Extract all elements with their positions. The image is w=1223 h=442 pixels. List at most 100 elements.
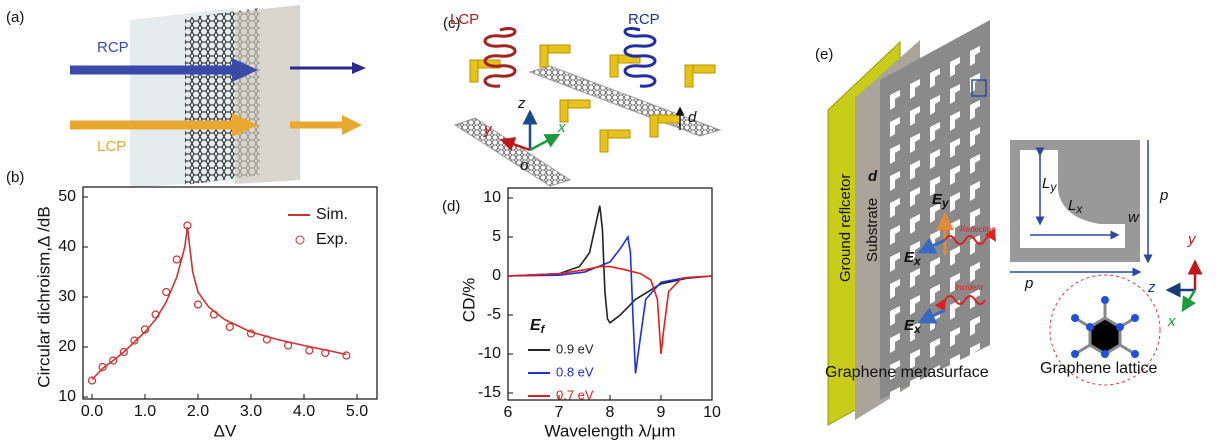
data-point <box>98 362 107 372</box>
gold-u <box>469 44 716 153</box>
main: E <box>904 249 915 266</box>
cell <box>950 165 960 185</box>
cell <box>910 79 920 99</box>
x-tick-label: 0.0 <box>81 403 103 420</box>
cell <box>910 376 920 396</box>
legend-label: 0.7 eV <box>556 387 594 402</box>
cell <box>890 360 900 380</box>
cell <box>930 122 940 142</box>
panel-label: (a) <box>6 9 24 26</box>
caption: Graphene metasurface <box>825 364 989 381</box>
cell <box>890 144 900 164</box>
cell <box>950 300 960 320</box>
sub: y <box>941 196 950 210</box>
lattice-atoms <box>1071 296 1139 358</box>
cell <box>970 127 980 147</box>
dim-label: p <box>1024 275 1033 292</box>
data-point <box>262 335 271 344</box>
sub: x <box>913 254 922 268</box>
panel-c: (c) LCP RCP z y x o d <box>443 11 722 187</box>
cell <box>950 84 960 104</box>
y-axis-title: CD/% <box>459 278 478 322</box>
cell <box>910 322 920 342</box>
cell <box>890 171 900 191</box>
cell <box>970 316 980 336</box>
cell <box>950 138 960 158</box>
axis-y <box>499 137 531 152</box>
y-tick-label: 50 <box>58 188 76 205</box>
field-label: Ex <box>904 317 922 336</box>
field-label: Ex <box>904 249 922 268</box>
cell <box>910 187 920 207</box>
main: E <box>932 191 943 208</box>
y-tick-label: -15 <box>478 384 501 401</box>
x-tick-label: 9 <box>657 404 666 421</box>
rcp-label: RCP <box>628 11 660 28</box>
legend-title: Ef <box>530 317 546 336</box>
l-shape <box>1020 150 1125 248</box>
data-point <box>109 356 118 365</box>
cell <box>930 257 940 277</box>
lattice-zoom <box>1049 274 1161 386</box>
y-tick-label: 30 <box>58 288 76 305</box>
reflection-label: Reflection <box>960 225 996 234</box>
axis-label: x <box>1167 313 1176 330</box>
main: L <box>1068 197 1076 214</box>
rcp-label: RCP <box>97 39 129 56</box>
cell <box>950 57 960 77</box>
panel-label: (c) <box>443 15 461 32</box>
x-tick-label: 6 <box>504 404 513 421</box>
stripe <box>453 117 572 187</box>
y-tick-label: 10 <box>58 388 76 405</box>
field <box>917 237 946 254</box>
cell <box>930 338 940 358</box>
cell <box>890 279 900 299</box>
panel-e: (e) Ground reflcetor Substrate d Ey Refl… <box>815 20 1203 426</box>
sub: x <box>1075 202 1083 216</box>
legend-label: Exp. <box>316 231 348 248</box>
legend-label: Sim. <box>316 206 348 223</box>
cell <box>970 181 980 201</box>
ground-label: Ground reflcetor <box>837 174 854 282</box>
cell <box>930 203 940 223</box>
y-tick-label: -5 <box>487 306 501 323</box>
cell <box>910 106 920 126</box>
data-point <box>305 346 314 355</box>
data-point <box>246 329 256 338</box>
x-axis-title: Wavelength λ/μm <box>544 421 675 440</box>
axis-label: y <box>483 121 493 138</box>
cell <box>930 176 940 196</box>
data-line <box>91 226 347 381</box>
lattice-bonds <box>1074 300 1136 356</box>
data-line <box>507 234 713 374</box>
charts: (b)0.0 1.0 2.0 3.0 4.0 5.01020304050ΔVCircula… <box>6 169 721 441</box>
cell <box>950 354 960 374</box>
sub: f <box>541 324 546 336</box>
cells <box>890 46 980 407</box>
cell <box>910 133 920 153</box>
field-label: Ey <box>932 191 950 210</box>
legend-label: 0.9 eV <box>556 341 594 356</box>
axis-label: x <box>557 119 566 136</box>
x-tick-label: 4.0 <box>293 403 315 420</box>
height-label: d <box>688 109 697 126</box>
data-point <box>172 255 181 264</box>
cell <box>910 214 920 234</box>
x-tick-label: 7 <box>555 404 564 421</box>
arrow-head <box>342 115 362 135</box>
panel-label: (e) <box>815 46 833 63</box>
plot-frame <box>82 186 378 400</box>
reflection-wave <box>944 228 997 245</box>
y-tick-label: 10 <box>483 189 501 206</box>
lcp-helix <box>483 27 517 88</box>
cell <box>910 268 920 288</box>
cell <box>890 306 900 326</box>
arrow-head <box>352 62 366 74</box>
data-point <box>225 322 234 332</box>
cell <box>910 349 920 369</box>
axis-label: y <box>1187 231 1197 248</box>
sub: y <box>1049 180 1057 194</box>
legend-label: 0.8 eV <box>556 364 594 379</box>
data-point <box>193 300 203 309</box>
x-tick-label: 5.0 <box>346 403 368 420</box>
